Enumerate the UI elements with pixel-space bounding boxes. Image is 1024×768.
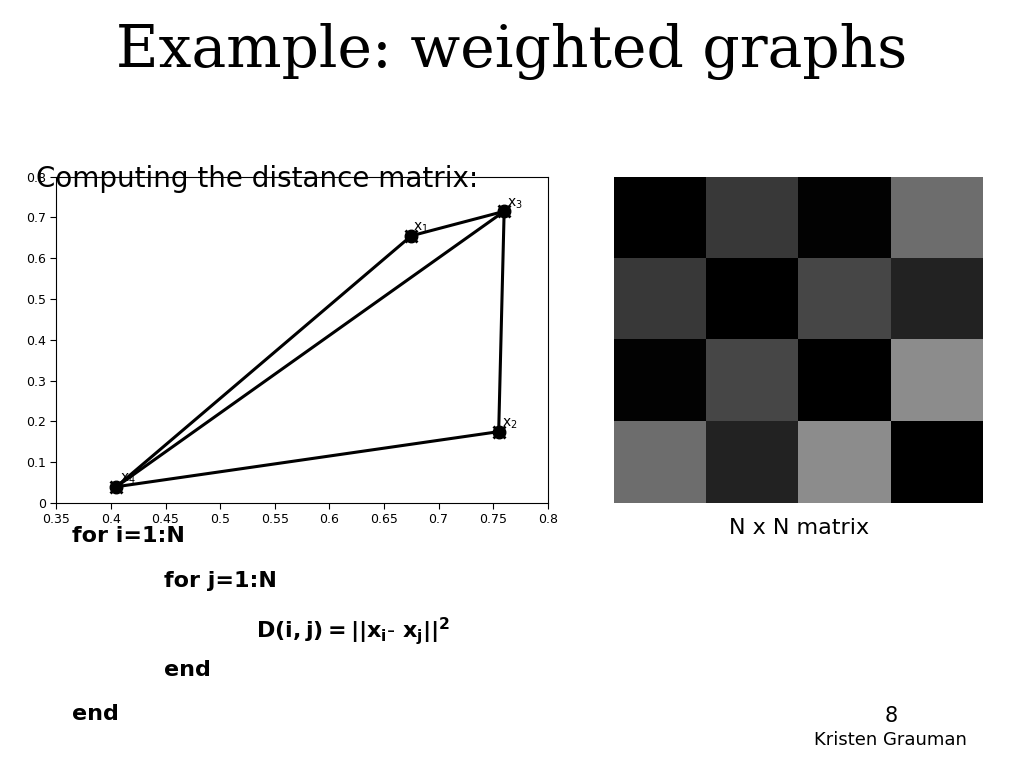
Text: Example: weighted graphs: Example: weighted graphs bbox=[117, 23, 907, 80]
Text: for i=1:N: for i=1:N bbox=[72, 526, 184, 546]
Text: 8: 8 bbox=[885, 706, 897, 726]
Text: x$_2$: x$_2$ bbox=[502, 416, 517, 431]
Text: x$_1$: x$_1$ bbox=[414, 220, 429, 235]
Text: for j=1:N: for j=1:N bbox=[164, 571, 276, 591]
Text: Kristen Grauman: Kristen Grauman bbox=[814, 731, 968, 749]
Text: end: end bbox=[164, 660, 211, 680]
Text: end: end bbox=[72, 704, 119, 724]
Text: $\mathbf{D(i,j) = ||x_i\text{- }x_j||^2}$: $\mathbf{D(i,j) = ||x_i\text{- }x_j||^2}… bbox=[256, 615, 451, 647]
Text: x$_4$: x$_4$ bbox=[120, 472, 135, 486]
Text: x$_3$: x$_3$ bbox=[508, 197, 523, 211]
Text: Computing the distance matrix:: Computing the distance matrix: bbox=[36, 165, 478, 193]
Text: N x N matrix: N x N matrix bbox=[729, 518, 868, 538]
